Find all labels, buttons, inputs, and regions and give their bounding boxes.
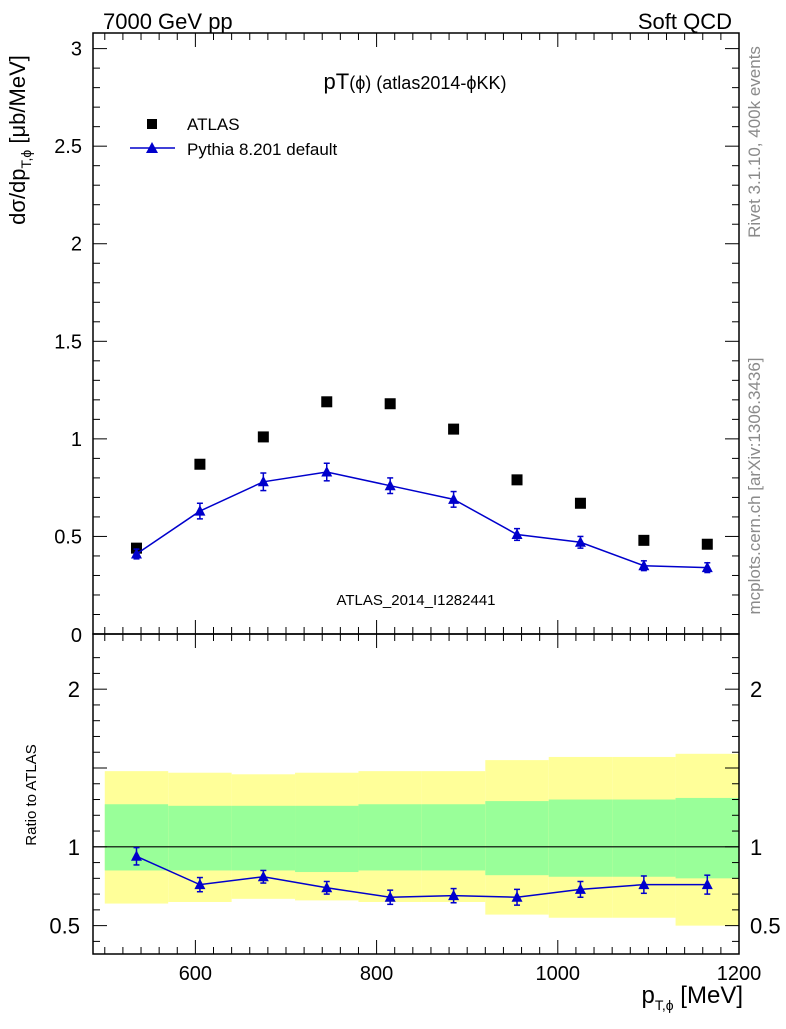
axis-tick-labels: 600 800 1000 1200 0.5 1 1.5 2 2.5 3 0 0.5 0.5 1 1 2 2 (49, 39, 780, 985)
main-y-tick-label-zero: 0 (71, 625, 82, 647)
x-tick-label: 800 (360, 963, 393, 985)
analysis-watermark: ATLAS_2014_I1282441 (336, 592, 495, 609)
pythia-line (136, 471, 708, 569)
ratio-y-tick-label-left: 1 (68, 835, 80, 860)
pythia-point (511, 528, 523, 539)
band-inner-3 (295, 805, 359, 873)
x-tick-label: 1000 (536, 963, 581, 985)
band-inner-1 (168, 805, 232, 871)
ratio-point (511, 891, 523, 902)
band-inner-6 (485, 801, 549, 876)
x-axis-label: pT,ϕ [MeV] (642, 982, 743, 1013)
legend: ATLAS Pythia 8.201 default (130, 115, 338, 159)
band-inner-7 (548, 799, 613, 877)
ratio-series (130, 846, 713, 906)
ratio-point (257, 870, 269, 882)
main-y-tick-label: 3 (71, 39, 82, 61)
main-y-tick-label: 0.5 (54, 526, 82, 548)
atlas-point (194, 458, 206, 470)
pythia-point (257, 475, 269, 487)
rivet-label: Rivet 3.1.10, 400k events (745, 46, 764, 238)
atlas-point (574, 497, 586, 509)
atlas-point (701, 538, 713, 550)
main-y-tick-label: 1 (71, 429, 82, 451)
ratio-point (321, 881, 333, 893)
category-label: Soft QCD (638, 9, 732, 34)
ratio-uncertainty-bands (104, 753, 739, 926)
pythia-point (638, 559, 650, 571)
mcplots-label: mcplots.cern.ch [arXiv:1306.3436] (745, 357, 764, 614)
ratio-y-tick-label-right: 2 (750, 677, 762, 702)
x-tick-label: 1200 (717, 963, 762, 985)
band-inner-8 (612, 799, 676, 877)
band-inner-4 (358, 804, 422, 871)
legend-label-atlas: ATLAS (187, 115, 240, 134)
pythia-point (448, 493, 460, 504)
pythia-point (194, 505, 206, 516)
ratio-y-tick-label-left: 2 (68, 677, 80, 702)
legend-marker-atlas (147, 119, 157, 129)
atlas-point (257, 431, 269, 443)
band-inner-5 (421, 804, 486, 871)
pythia-point (384, 479, 396, 491)
ratio-y-tick-label-right: 1 (750, 835, 762, 860)
pythia-point (130, 547, 142, 559)
ratio-y-tick-label-left: 0.5 (49, 914, 80, 939)
main-y-tick-label: 1.5 (54, 331, 82, 353)
plot-title: pT(ϕ) (atlas2014-ϕKK) (324, 69, 507, 94)
ratio-point (701, 878, 713, 890)
atlas-point (638, 534, 650, 546)
main-series (130, 396, 713, 574)
pythia-point (321, 466, 333, 477)
ratio-panel-frame (92, 633, 740, 955)
x-tick-label: 600 (179, 963, 212, 985)
axis-ticks (93, 33, 740, 954)
main-y-tick-label: 2 (71, 234, 82, 256)
ratio-y-axis-label: Ratio to ATLAS (23, 744, 40, 845)
band-inner-9 (675, 797, 739, 879)
pythia-point (701, 561, 713, 573)
ratio-point (130, 850, 142, 861)
energy-label: 7000 GeV pp (103, 9, 233, 34)
ratio-point (448, 889, 460, 901)
ratio-point (384, 891, 396, 902)
ratio-y-tick-label-right: 0.5 (750, 914, 781, 939)
band-inner-2 (231, 805, 296, 871)
legend-label-pythia: Pythia 8.201 default (187, 140, 338, 159)
main-y-axis-label: dσ/dpT,ϕ [μb/MeV] (5, 55, 34, 225)
ratio-line (136, 855, 708, 899)
ratio-point (574, 883, 586, 894)
pythia-point (574, 536, 586, 547)
ratio-point (638, 878, 650, 890)
atlas-point (384, 398, 396, 410)
main-y-tick-label: 2.5 (54, 136, 82, 158)
ratio-point (194, 878, 206, 890)
atlas-point (511, 474, 523, 486)
legend-marker-pythia (146, 142, 158, 153)
atlas-point (321, 396, 333, 408)
atlas-point (448, 423, 460, 435)
